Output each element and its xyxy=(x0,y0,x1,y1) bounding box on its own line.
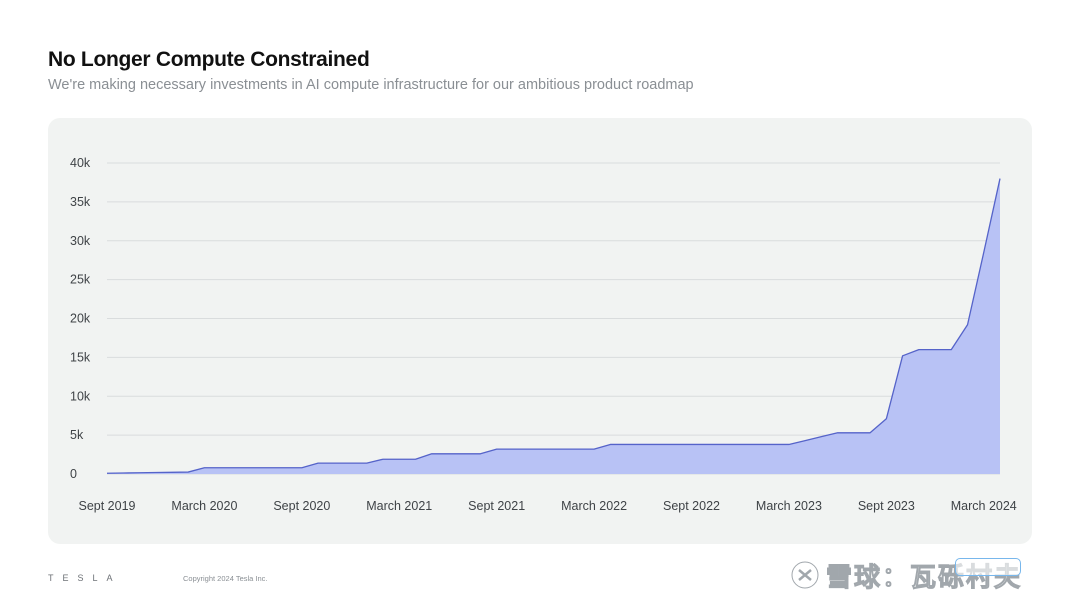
tesla-wordmark: TESLA xyxy=(48,573,122,583)
x-tick-label: March 2024 xyxy=(951,499,1017,513)
y-tick-label: 15k xyxy=(70,350,91,364)
grid-lines xyxy=(107,162,1000,475)
compute-area-chart: 0 5k 10k 15k 20k 25k 30k 35k 40k Sept 2019 March … xyxy=(70,156,1017,513)
page-subtitle: We're making necessary investments in AI… xyxy=(48,77,694,93)
y-tick-label: 0 xyxy=(70,467,77,481)
y-axis-ticks: 0 5k 10k 15k 20k 25k 30k 35k 40k xyxy=(70,156,91,481)
x-tick-label: March 2023 xyxy=(756,499,822,513)
y-tick-label: 30k xyxy=(70,234,91,248)
y-tick-label: 25k xyxy=(70,273,91,287)
y-tick-label: 10k xyxy=(70,389,91,403)
y-tick-label: 20k xyxy=(70,312,91,326)
x-tick-label: March 2020 xyxy=(171,499,237,513)
area-fill xyxy=(107,178,1000,475)
x-tick-label: Sept 2022 xyxy=(663,499,720,513)
snowball-logo-icon xyxy=(790,560,820,590)
x-axis-ticks: Sept 2019 March 2020 Sept 2020 March 2021 Se… xyxy=(79,499,1017,513)
x-tick-label: Sept 2020 xyxy=(273,499,330,513)
y-tick-label: 35k xyxy=(70,195,91,209)
area-line xyxy=(106,178,1001,474)
page-title: No Longer Compute Constrained xyxy=(48,48,370,71)
copyright-text: Copyright 2024 Tesla Inc. xyxy=(183,574,268,583)
y-tick-label: 5k xyxy=(70,428,84,442)
x-tick-label: Sept 2023 xyxy=(858,499,915,513)
x-tick-label: Sept 2019 xyxy=(79,499,136,513)
x-tick-label: Sept 2021 xyxy=(468,499,525,513)
area-series xyxy=(106,178,1001,475)
chart-card: 0 5k 10k 15k 20k 25k 30k 35k 40k Sept 2019 March … xyxy=(48,118,1032,544)
x-tick-label: March 2021 xyxy=(366,499,432,513)
y-tick-label: 40k xyxy=(70,156,91,170)
watermark: 雪球：瓦砾村夫 xyxy=(790,555,1022,595)
x-tick-label: March 2022 xyxy=(561,499,627,513)
watermark-badge xyxy=(955,558,1021,576)
